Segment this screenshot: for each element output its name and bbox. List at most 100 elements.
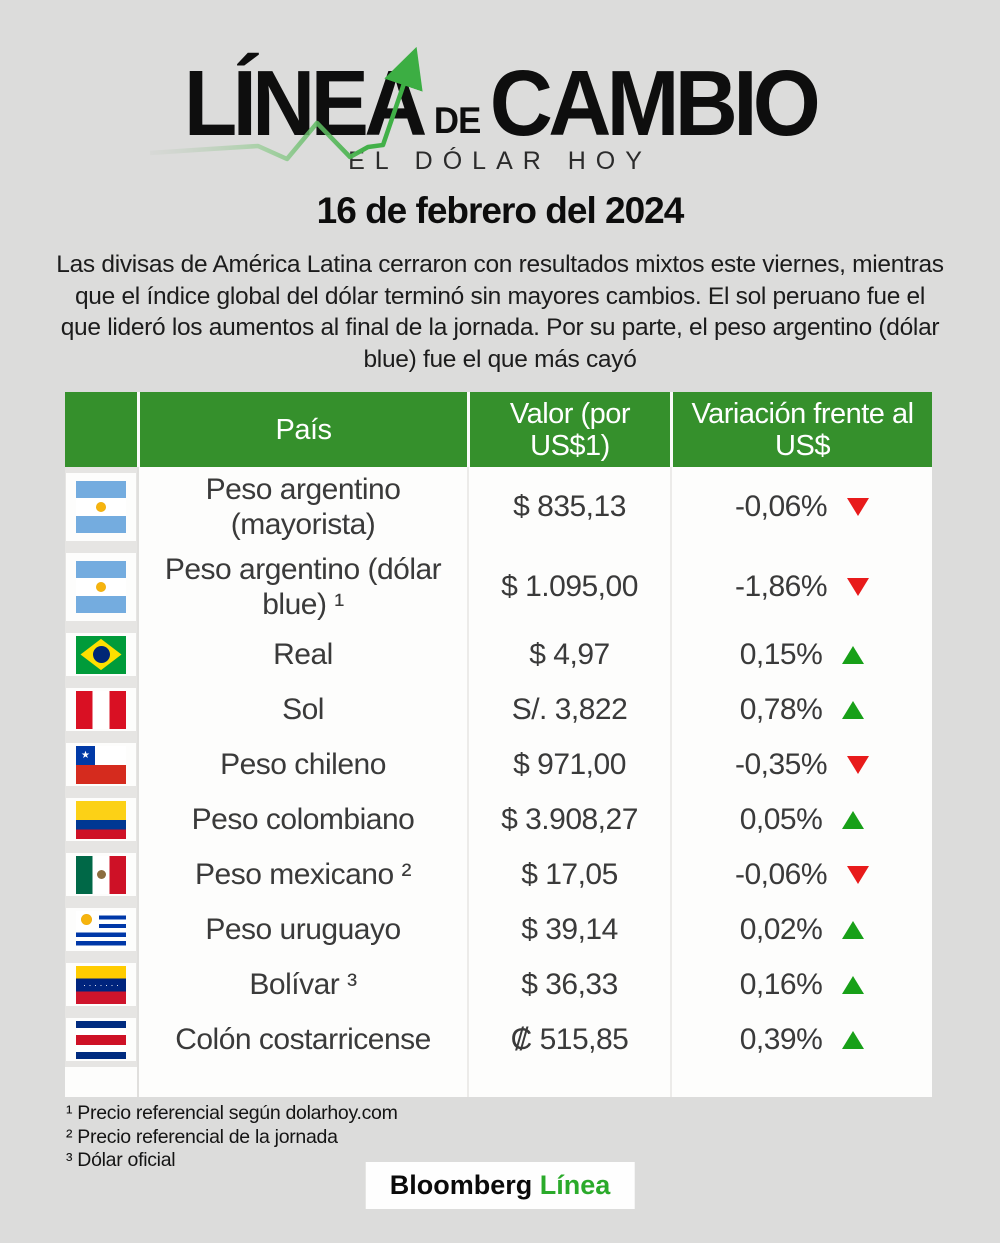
bloomberg-linea-logo: Bloomberg Línea	[365, 1162, 635, 1209]
currency-value: $ 17,05	[467, 847, 670, 902]
table-body: Peso argentino (mayorista) $ 835,13 -0,0…	[65, 467, 932, 1067]
header-variation: Variación frente al US$	[670, 392, 932, 467]
footnote-1: ¹ Precio referencial según dolarhoy.com	[66, 1102, 398, 1124]
currency-value: $ 36,33	[467, 957, 670, 1012]
down-triangle-icon	[847, 498, 870, 516]
flag-card	[66, 633, 136, 676]
up-triangle-icon	[842, 810, 865, 829]
flag-card	[66, 473, 136, 541]
footnote-3: ³ Dólar oficial	[66, 1149, 176, 1171]
table-row: Real $ 4,97 0,15%	[65, 627, 932, 682]
flag-cell	[65, 957, 137, 1012]
currency-value: $ 39,14	[467, 902, 670, 957]
currency-value: $ 1.095,00	[467, 547, 670, 627]
down-triangle-icon	[847, 865, 870, 884]
flag-card	[66, 1018, 136, 1061]
variation-cell: -1,86%	[670, 547, 932, 627]
up-triangle-icon	[842, 920, 865, 939]
variation-value: -1,86%	[734, 570, 828, 603]
flag-cell	[65, 902, 137, 957]
chile-flag-icon	[76, 745, 126, 784]
flag-cell	[65, 467, 137, 547]
country-name: Colón costarricense	[137, 1012, 467, 1067]
flag-cell	[65, 737, 137, 792]
brand-logo: LÍNEA DE CAMBIO	[30, 51, 970, 155]
flag-cell	[65, 1012, 137, 1067]
up-triangle-icon	[842, 645, 865, 664]
variation-cell: -0,06%	[670, 467, 932, 547]
argentina-flag-icon	[76, 481, 126, 533]
table-row: Peso colombiano $ 3.908,27 0,05%	[65, 792, 932, 847]
argentina-flag-icon	[76, 561, 126, 613]
country-name: Peso mexicano ²	[137, 847, 467, 902]
table-row: Bolívar ³ $ 36,33 0,16%	[65, 957, 932, 1012]
table-header-row: País Valor (por US$1) Variación frente a…	[65, 392, 932, 467]
currency-value: ₡ 515,85	[467, 1012, 670, 1067]
table-row: Peso argentino (dólar blue) ¹ $ 1.095,00…	[65, 547, 932, 627]
logo-word-de: DE	[433, 100, 481, 141]
uruguay-flag-icon	[76, 910, 126, 949]
currency-value: S/. 3,822	[467, 682, 670, 737]
logo-subtitle: EL DÓLAR HOY	[348, 147, 652, 175]
footnote-2: ² Precio referencial de la jornada	[66, 1125, 338, 1148]
variation-cell: 0,16%	[670, 957, 932, 1012]
table-row: Peso mexicano ² $ 17,05 -0,06%	[65, 847, 932, 902]
flag-card	[66, 798, 136, 841]
flag-card	[66, 963, 136, 1006]
header-country: País	[137, 392, 467, 467]
date-heading: 16 de febrero del 2024	[316, 190, 685, 231]
variation-value: 0,05%	[739, 802, 823, 836]
country-name: Peso argentino (mayorista)	[137, 467, 467, 547]
spacer-cell	[670, 1067, 932, 1097]
currency-value: $ 4,97	[467, 627, 670, 682]
flag-cell	[65, 847, 137, 902]
venezuela-flag-icon	[76, 965, 126, 1004]
variation-cell: 0,02%	[670, 902, 932, 957]
spacer-cell	[467, 1067, 670, 1097]
up-triangle-icon	[842, 1030, 865, 1049]
country-name: Sol	[137, 682, 467, 737]
flag-card	[66, 908, 136, 951]
table-row: Peso uruguayo $ 39,14 0,02%	[65, 902, 932, 957]
flag-card	[66, 553, 136, 621]
flag-card	[66, 743, 136, 786]
peru-flag-icon	[76, 690, 126, 729]
up-triangle-icon	[842, 975, 865, 994]
variation-value: 0,78%	[739, 692, 823, 726]
flag-card	[66, 853, 136, 896]
variation-cell: -0,35%	[670, 737, 932, 792]
spacer-cell	[65, 1067, 137, 1097]
currency-value: $ 3.908,27	[467, 792, 670, 847]
logo-word-linea: LÍNEA	[183, 51, 427, 155]
variation-value: -0,35%	[734, 747, 828, 781]
linea-wordmark: Línea	[539, 1170, 611, 1200]
variation-cell: 0,78%	[670, 682, 932, 737]
table-row: Peso chileno $ 971,00 -0,35%	[65, 737, 932, 792]
flag-cell	[65, 627, 137, 682]
variation-cell: 0,15%	[670, 627, 932, 682]
colombia-flag-icon	[76, 800, 126, 839]
currency-value: $ 971,00	[467, 737, 670, 792]
footnotes: ¹ Precio referencial según dolarhoy.com …	[66, 1102, 398, 1173]
down-triangle-icon	[847, 755, 870, 774]
currency-value: $ 835,13	[467, 467, 670, 547]
variation-value: -0,06%	[734, 490, 828, 523]
spacer-cell	[137, 1067, 467, 1097]
variation-value: 0,15%	[739, 637, 823, 671]
table-row: Peso argentino (mayorista) $ 835,13 -0,0…	[65, 467, 932, 547]
variation-value: -0,06%	[734, 857, 828, 891]
intro-paragraph: Las divisas de América Latina cerraron c…	[56, 251, 944, 373]
header-value: Valor (por US$1)	[467, 392, 670, 467]
header-flag-column	[65, 392, 137, 467]
variation-value: 0,02%	[739, 912, 823, 946]
table-row: Colón costarricense ₡ 515,85 0,39%	[65, 1012, 932, 1067]
brazil-flag-icon	[76, 635, 126, 674]
up-triangle-icon	[842, 700, 865, 719]
country-name: Peso uruguayo	[137, 902, 467, 957]
country-name: Bolívar ³	[137, 957, 467, 1012]
logo-word-cambio: CAMBIO	[489, 51, 821, 155]
country-name: Real	[137, 627, 467, 682]
bloomberg-wordmark: Bloomberg	[389, 1170, 533, 1200]
country-name: Peso argentino (dólar blue) ¹	[137, 547, 467, 627]
variation-cell: 0,05%	[670, 792, 932, 847]
